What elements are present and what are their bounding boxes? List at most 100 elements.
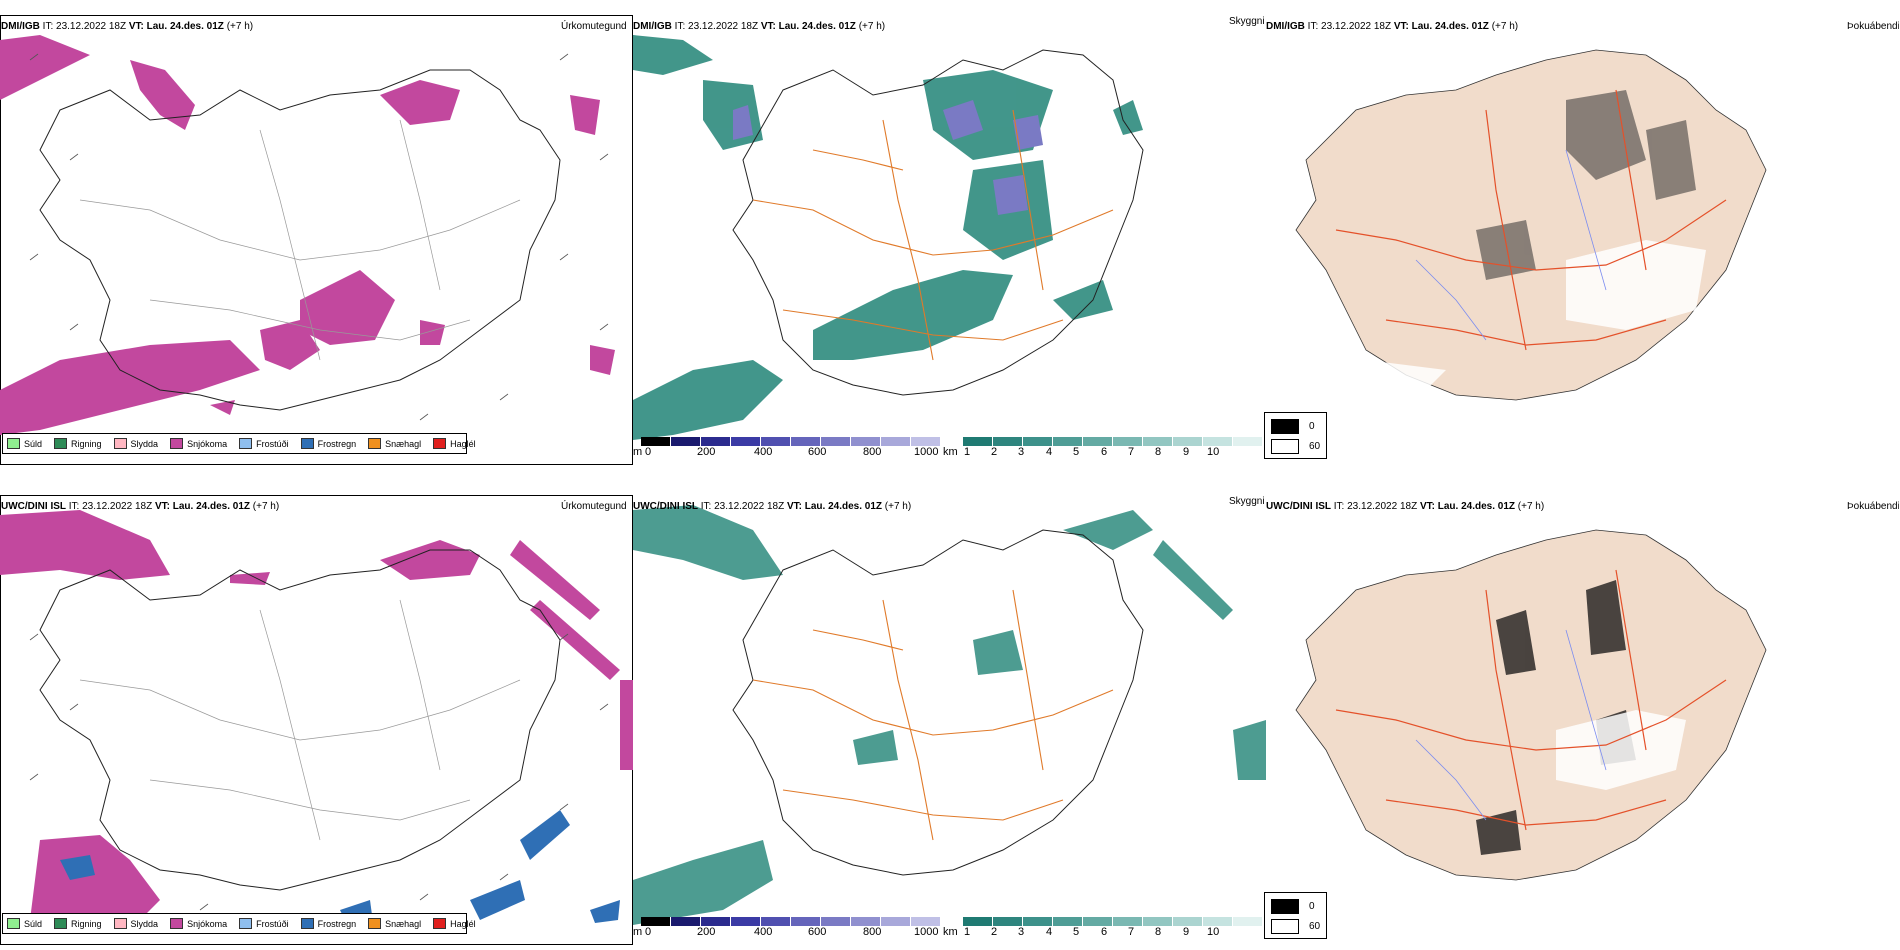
colorbar-cell (791, 437, 821, 446)
legend-swatch (368, 438, 382, 449)
colorbar-tick: 3 (1018, 446, 1025, 458)
it-label: IT: (42, 21, 54, 32)
roads (752, 589, 1114, 841)
fog-legend-value: 0 (1309, 421, 1315, 432)
init-time: 23.12.2022 18Z (688, 21, 759, 32)
init-time: 23.12.2022 18Z (1321, 21, 1392, 32)
colorbar-unit: m (633, 446, 643, 458)
colorbar-tick: 2 (991, 446, 998, 458)
colorbar-tick: 0 (645, 446, 652, 458)
init-time: 23.12.2022 18Z (82, 501, 153, 512)
fog-legend: 0 60 (1264, 412, 1327, 459)
land-fill (1295, 529, 1767, 881)
model-name: DMI/IGB (633, 21, 672, 32)
legend-label: Snjókoma (187, 438, 228, 449)
colorbar-tick: 1000 (914, 446, 939, 458)
low-visibility-areas (633, 35, 1143, 440)
legend-item: Haglél (433, 918, 476, 929)
colorbar-tick: 200 (697, 446, 716, 458)
colorbar-cell (731, 437, 761, 446)
colorbar-cell (1233, 917, 1263, 926)
colorbar-tick: 600 (808, 446, 827, 458)
colorbar-tick: 1 (964, 926, 971, 938)
init-time: 23.12.2022 18Z (56, 21, 127, 32)
init-time: 23.12.2022 18Z (714, 501, 785, 512)
colorbar-cell (881, 437, 911, 446)
colorbar-cell (963, 917, 993, 926)
colorbar-tick: 10 (1207, 926, 1220, 938)
colorbar-tick: 4 (1046, 446, 1053, 458)
colorbar-tick: 9 (1183, 446, 1190, 458)
colorbar-cell (821, 437, 851, 446)
coastline (39, 549, 561, 891)
colorbar-cell (1113, 917, 1143, 926)
colorbar-unit: km (943, 926, 958, 938)
colorbar-cell (1083, 917, 1113, 926)
fog-light-areas (1556, 710, 1686, 790)
init-time: 23.12.2022 18Z (1347, 501, 1418, 512)
lead-time: (+7 h) (884, 501, 912, 512)
colorbar-tick: 6 (1101, 446, 1108, 458)
fog-swatch (1271, 419, 1299, 434)
precip-panel-dmi: DMI/IGB IT: 23.12.2022 18Z VT: Lau. 24.d… (0, 0, 633, 465)
colorbar-unit: m (633, 926, 643, 938)
colorbar-tick: 400 (754, 446, 773, 458)
colorbar-tick: 7 (1128, 926, 1135, 938)
model-name: DMI/IGB (1, 21, 40, 32)
low-visibility-areas (633, 505, 1266, 925)
colorbar-tick: 7 (1128, 446, 1135, 458)
panel-type-title: Úrkomutegund (561, 501, 627, 512)
legend-item: Slydda (113, 438, 159, 449)
colorbar-tick: 1000 (914, 926, 939, 938)
vt-label: VT: (154, 501, 170, 512)
valid-time: Lau. 24.des. 01Z (1437, 501, 1516, 512)
colorbar-cell (993, 437, 1023, 446)
vt-label: VT: (1419, 501, 1435, 512)
it-label: IT: (674, 21, 686, 32)
legend-label: Frostúði (256, 918, 289, 929)
legend-label: Frostregn (317, 918, 357, 929)
legend-item: Frostúði (239, 438, 289, 449)
colorbar-cell (1203, 437, 1233, 446)
colorbar-cell (851, 917, 881, 926)
visibility-map (633, 505, 1266, 925)
colorbar-cell (1083, 437, 1113, 446)
colorbar-cell (1113, 437, 1143, 446)
fog-legend: 0 60 (1264, 892, 1327, 939)
legend-swatch (7, 438, 20, 449)
precip-legend: Súld Rigning Slydda Snjókoma Frostúði Fr… (2, 913, 476, 934)
fog-legend-row: 0 (1271, 899, 1315, 914)
legend-swatch (54, 918, 68, 929)
legend-item: Snjókoma (170, 918, 227, 929)
vt-label: VT: (128, 21, 144, 32)
colorbar-tick: 800 (863, 926, 882, 938)
fog-panel-dmi: Þokuábendi (1266, 0, 1899, 465)
colorbar-cell (1023, 437, 1053, 446)
very-low-visibility-areas (733, 100, 1043, 215)
visibility-panel-dmi: Skyggni m 0 200 400 600 800 1000 km 1 2 (633, 0, 1266, 465)
legend-item: Slydda (113, 918, 158, 929)
visibility-map (633, 35, 1144, 440)
legend-swatch (7, 918, 20, 929)
valid-time: Lau. 24.des. 01Z (1411, 21, 1489, 32)
legend-swatch (113, 438, 127, 449)
roads-gray (79, 119, 521, 361)
legend-label: Slydda (130, 438, 159, 449)
snow-areas (0, 35, 615, 435)
lead-time: (+7 h) (226, 21, 254, 32)
colorbar-cell (701, 437, 731, 446)
fog-map (1295, 529, 1767, 881)
colorbar-cell (1053, 437, 1083, 446)
fog-map (1266, 49, 1767, 445)
model-name: UWC/DINI ISL (1, 501, 66, 512)
legend-item: Frostregn (300, 438, 356, 449)
colorbar-tick: 8 (1155, 446, 1162, 458)
colorbar-cell (671, 437, 701, 446)
legend-label: Snæhagl (385, 438, 422, 449)
precip-map (0, 510, 633, 925)
colorbar-tick: 400 (754, 926, 773, 938)
fog-swatch (1271, 439, 1299, 454)
model-name: DMI/IGB (1266, 21, 1305, 32)
colorbar-tick: 2 (991, 926, 998, 938)
legend-swatch (113, 918, 127, 929)
